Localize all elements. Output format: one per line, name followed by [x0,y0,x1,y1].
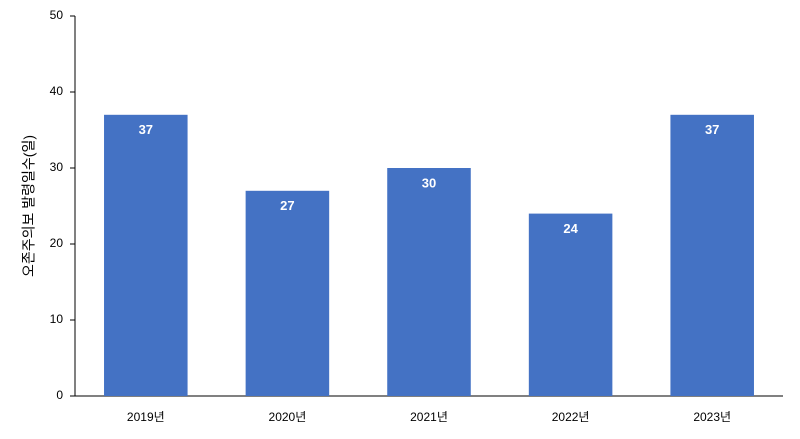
value-label: 24 [563,221,578,236]
y-tick-label: 0 [56,388,63,402]
x-tick-label: 2020년 [269,410,307,424]
bar [670,114,754,397]
y-tick-label: 50 [50,8,64,22]
y-tick-label: 10 [50,312,64,326]
y-tick-label: 20 [50,236,64,250]
value-label: 30 [422,175,436,190]
x-tick-label: 2021년 [410,410,448,424]
y-tick-label: 40 [50,84,64,98]
x-tick-label: 2019년 [127,410,165,424]
bar [245,190,330,396]
bar [528,213,613,396]
y-axis-label: 오존주의보 발령일수(일) [21,135,37,277]
value-label: 27 [280,198,294,213]
y-tick-label: 30 [50,160,64,174]
bar [104,114,188,397]
value-label: 37 [139,122,153,137]
x-tick-label: 2023년 [693,410,731,424]
x-tick-label: 2022년 [552,410,590,424]
bar [387,168,471,396]
value-label: 37 [705,122,719,137]
